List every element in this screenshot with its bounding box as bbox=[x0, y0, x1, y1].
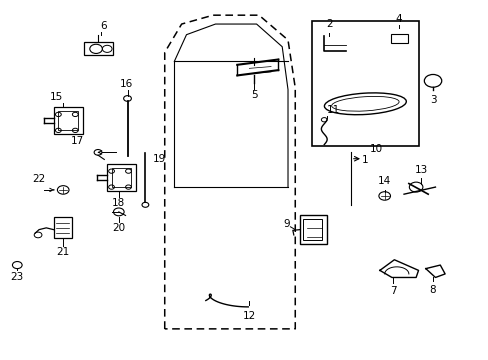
Text: 14: 14 bbox=[377, 176, 390, 186]
Text: 1: 1 bbox=[361, 155, 368, 165]
Text: 10: 10 bbox=[369, 144, 383, 154]
Text: 17: 17 bbox=[70, 136, 83, 146]
Text: 23: 23 bbox=[11, 272, 24, 282]
Bar bbox=[106, 164, 136, 191]
Text: 15: 15 bbox=[50, 92, 63, 102]
Text: 18: 18 bbox=[112, 198, 125, 208]
Text: 13: 13 bbox=[413, 165, 427, 175]
Bar bbox=[390, 34, 407, 43]
Text: 21: 21 bbox=[57, 247, 70, 257]
Text: 11: 11 bbox=[326, 105, 339, 116]
Bar bbox=[53, 217, 72, 238]
Text: 2: 2 bbox=[325, 19, 332, 30]
Bar bbox=[311, 21, 418, 146]
Text: 22: 22 bbox=[32, 174, 45, 184]
Bar bbox=[58, 111, 78, 130]
Bar bbox=[300, 215, 326, 244]
Text: 5: 5 bbox=[250, 90, 257, 100]
Text: 20: 20 bbox=[112, 222, 125, 233]
Text: 7: 7 bbox=[389, 286, 396, 296]
Text: 3: 3 bbox=[429, 95, 435, 105]
Text: 8: 8 bbox=[429, 284, 435, 294]
Text: 16: 16 bbox=[120, 78, 133, 89]
Text: 12: 12 bbox=[242, 311, 255, 321]
Bar bbox=[302, 219, 321, 240]
Bar bbox=[84, 42, 113, 55]
Text: 19: 19 bbox=[152, 154, 165, 164]
Bar bbox=[111, 168, 131, 187]
Text: 4: 4 bbox=[395, 14, 402, 24]
Text: 9: 9 bbox=[283, 219, 290, 229]
Text: 6: 6 bbox=[100, 21, 106, 31]
Bar bbox=[53, 107, 82, 134]
